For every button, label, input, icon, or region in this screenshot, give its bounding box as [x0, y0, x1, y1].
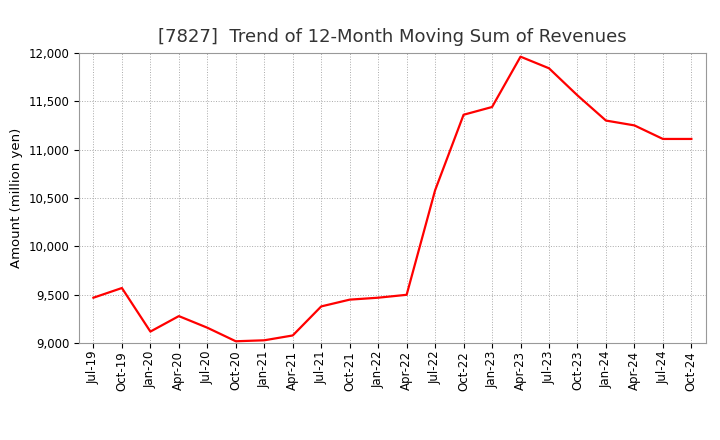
Y-axis label: Amount (million yen): Amount (million yen) [10, 128, 23, 268]
Title: [7827]  Trend of 12-Month Moving Sum of Revenues: [7827] Trend of 12-Month Moving Sum of R… [158, 28, 626, 46]
